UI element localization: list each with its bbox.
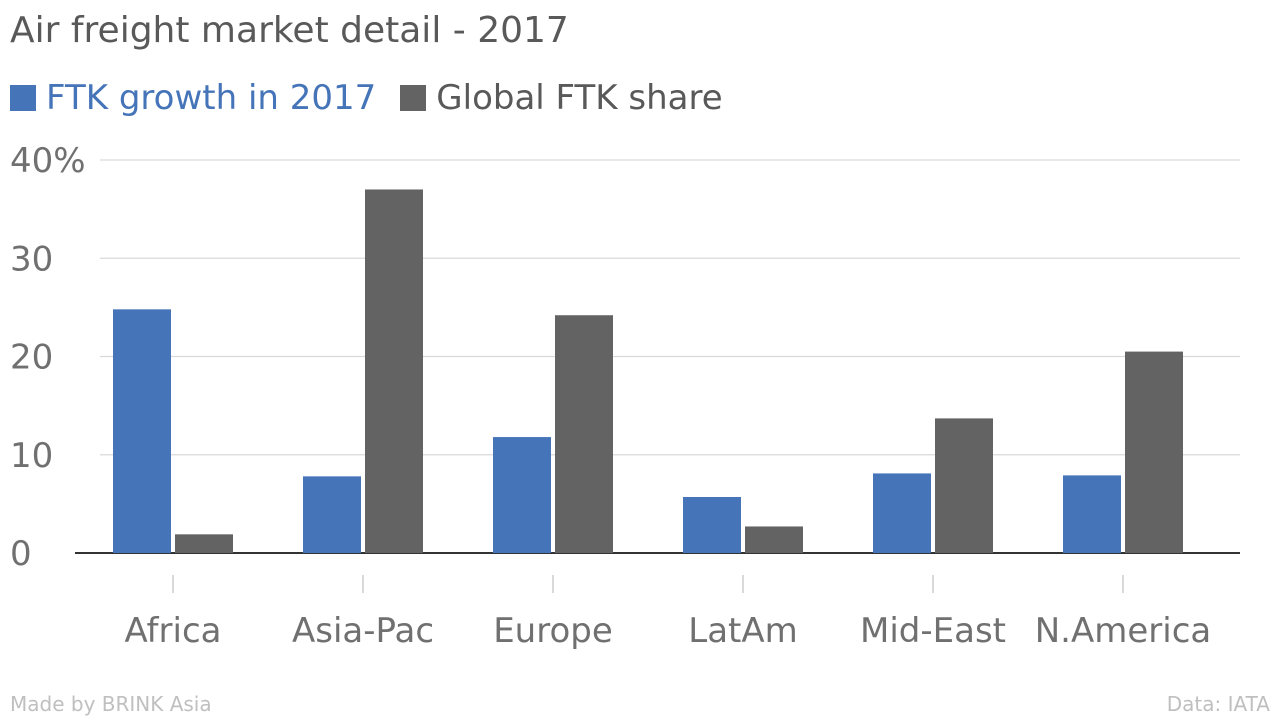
x-tick-label: N.America [1035, 611, 1212, 651]
y-tick-label: 20 [10, 338, 53, 378]
x-tick-label: Asia-Pac [292, 611, 434, 651]
x-tick-label: Mid-East [860, 611, 1006, 651]
y-tick-label: 30 [10, 239, 53, 279]
legend-label-ftk-growth: FTK growth in 2017 [46, 78, 377, 118]
bar-ftk-growth [873, 473, 931, 553]
bar-ftk-growth [1063, 475, 1121, 553]
chart-legend: FTK growth in 2017 Global FTK share [10, 76, 747, 120]
bar-ftk-share [365, 189, 423, 553]
x-tick-label: LatAm [688, 611, 798, 651]
chart-title: Air freight market detail - 2017 [10, 10, 569, 51]
legend-swatch-ftk-share [400, 85, 427, 111]
bar-ftk-growth [493, 437, 551, 553]
bar-ftk-share [745, 526, 803, 553]
legend-label-ftk-share: Global FTK share [436, 78, 723, 118]
bar-ftk-growth [113, 309, 171, 553]
bar-ftk-share [935, 418, 993, 553]
y-tick-label: 0 [10, 534, 32, 574]
y-tick-label: 40% [10, 141, 86, 181]
legend-item-ftk-share: Global FTK share [400, 78, 723, 118]
bar-ftk-growth [303, 476, 361, 553]
bar-ftk-growth [683, 496, 741, 553]
bar-ftk-share [175, 534, 233, 553]
x-tick-label: Europe [493, 611, 613, 651]
x-tick-label: Africa [125, 611, 222, 651]
bar-ftk-share [555, 315, 613, 553]
y-tick-label: 10 [10, 436, 53, 476]
legend-item-ftk-growth: FTK growth in 2017 [10, 78, 376, 118]
legend-swatch-ftk-growth [10, 85, 36, 111]
footer-credit: Made by BRINK Asia [10, 692, 212, 716]
footer-source: Data: IATA [1166, 692, 1270, 716]
bar-ftk-share [1125, 351, 1183, 553]
